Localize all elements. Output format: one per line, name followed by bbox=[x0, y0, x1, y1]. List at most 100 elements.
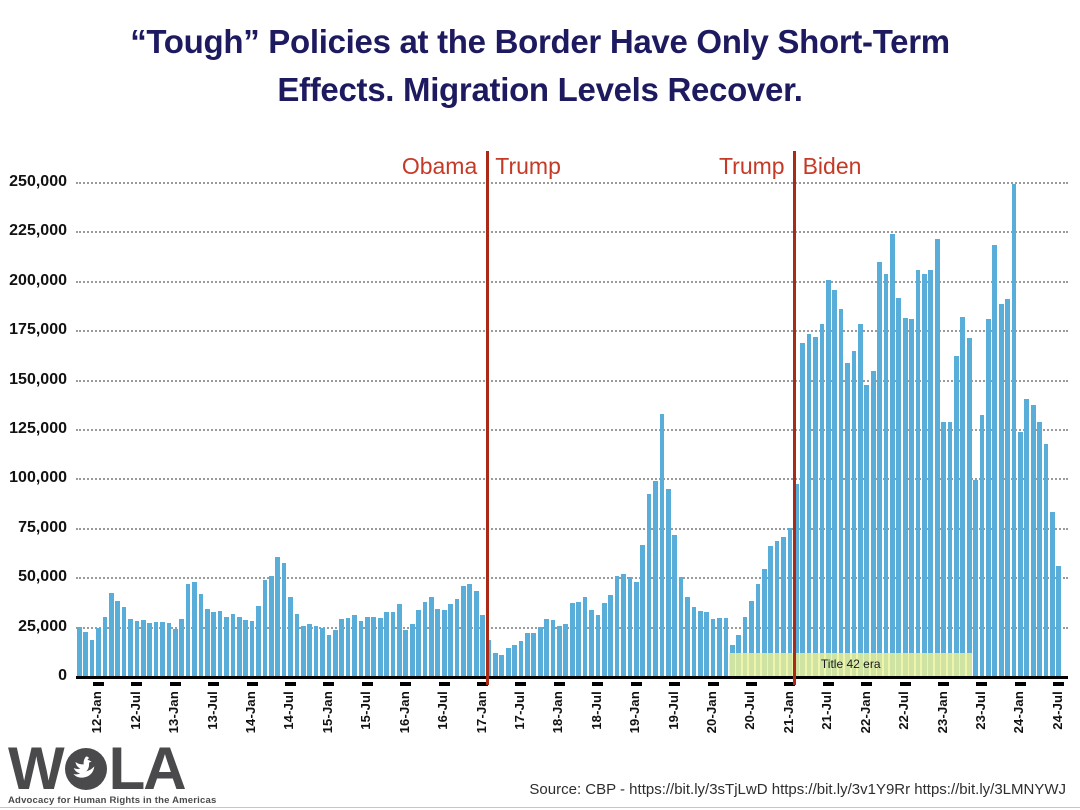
bar bbox=[1005, 299, 1010, 677]
y-axis-tick-label: 50,000 bbox=[18, 568, 67, 586]
logo-tagline: Advocacy for Human Rights in the America… bbox=[8, 795, 217, 806]
bar bbox=[102, 616, 108, 677]
transition-line bbox=[793, 151, 797, 685]
x-axis-tick-label: 22-Jan bbox=[857, 691, 873, 734]
x-axis-tick-label: 24-Jan bbox=[1011, 691, 1027, 734]
bar bbox=[883, 273, 889, 677]
bar bbox=[326, 634, 332, 677]
x-axis-tick bbox=[1014, 682, 1026, 686]
x-axis-tick bbox=[131, 682, 143, 686]
x-axis-tick-label: 14-Jul bbox=[281, 691, 297, 730]
bar bbox=[134, 620, 140, 677]
bar bbox=[198, 594, 204, 677]
bar bbox=[915, 270, 921, 677]
bar bbox=[640, 544, 646, 677]
bar bbox=[896, 297, 902, 677]
bar bbox=[230, 613, 236, 677]
bar bbox=[781, 536, 786, 677]
y-axis-tick-label: 175,000 bbox=[9, 321, 67, 339]
x-axis-tick-label: 18-Jan bbox=[550, 691, 566, 734]
bar bbox=[1030, 405, 1036, 677]
bar bbox=[691, 607, 697, 677]
bar bbox=[345, 617, 351, 677]
transition-label-left: Obama bbox=[401, 153, 478, 179]
x-axis-tick-label: 15-Jan bbox=[319, 691, 335, 734]
bar bbox=[172, 629, 178, 677]
bar bbox=[1018, 431, 1023, 677]
x-axis-tick-label: 14-Jan bbox=[243, 691, 259, 734]
bar bbox=[986, 319, 991, 677]
bar bbox=[633, 582, 639, 677]
gridline bbox=[76, 280, 1068, 283]
bar bbox=[512, 645, 517, 677]
bar bbox=[954, 356, 959, 677]
bar bbox=[96, 628, 101, 677]
bar bbox=[531, 632, 537, 677]
bar bbox=[313, 626, 319, 677]
bar bbox=[608, 594, 613, 677]
bar bbox=[352, 614, 357, 677]
gridline bbox=[76, 182, 1068, 184]
x-axis-tick-label: 23-Jan bbox=[934, 691, 950, 734]
bar bbox=[646, 493, 652, 677]
x-axis-tick bbox=[592, 682, 604, 686]
bar bbox=[480, 614, 485, 677]
bar bbox=[525, 632, 530, 677]
bar bbox=[409, 624, 415, 677]
bar bbox=[397, 603, 402, 677]
bar bbox=[793, 484, 799, 677]
bar bbox=[147, 622, 153, 677]
bar bbox=[179, 619, 185, 677]
wola-logo: W LA Advocacy for Human Rights in the Am… bbox=[8, 735, 238, 807]
x-axis-tick bbox=[438, 682, 450, 686]
y-axis-tick-label: 250,000 bbox=[9, 173, 67, 190]
bar bbox=[160, 621, 165, 677]
bar bbox=[665, 489, 671, 677]
x-axis-tick bbox=[92, 682, 104, 686]
x-axis-tick bbox=[669, 682, 681, 686]
bar bbox=[761, 568, 767, 677]
bar bbox=[723, 617, 729, 677]
bar bbox=[461, 585, 466, 677]
gridline bbox=[76, 330, 1068, 333]
bar bbox=[448, 603, 453, 677]
bar bbox=[249, 621, 255, 677]
bar bbox=[870, 370, 876, 677]
bar bbox=[473, 591, 479, 677]
bar bbox=[659, 414, 665, 677]
logo-letter-w: W bbox=[8, 735, 65, 802]
bar bbox=[83, 632, 88, 677]
bar bbox=[365, 617, 370, 677]
x-axis-tick-label: 18-Jul bbox=[588, 691, 604, 730]
x-axis-tick-label: 12-Jul bbox=[127, 691, 143, 730]
bar bbox=[262, 579, 268, 677]
bar bbox=[979, 414, 985, 677]
x-axis-tick-label: 16-Jul bbox=[435, 691, 451, 730]
y-axis-tick-label: 75,000 bbox=[18, 518, 67, 536]
dove-icon bbox=[64, 748, 107, 790]
bar bbox=[627, 576, 633, 677]
bar bbox=[922, 273, 927, 677]
x-axis-tick bbox=[861, 682, 873, 686]
y-axis-tick-label: 125,000 bbox=[9, 420, 67, 437]
bar bbox=[838, 309, 844, 677]
bar bbox=[320, 627, 325, 677]
bar bbox=[858, 323, 863, 677]
bar bbox=[224, 616, 229, 677]
bar bbox=[467, 583, 473, 677]
bar bbox=[333, 630, 338, 677]
x-axis-tick-label: 17-Jul bbox=[511, 691, 527, 730]
bar bbox=[390, 612, 396, 677]
x-axis-tick-label: 20-Jan bbox=[704, 691, 720, 734]
x-axis-tick bbox=[361, 682, 373, 686]
bar bbox=[128, 618, 133, 677]
bar bbox=[115, 601, 120, 677]
y-axis-tick-label: 25,000 bbox=[18, 617, 67, 635]
bar bbox=[505, 648, 511, 677]
bar bbox=[1024, 399, 1030, 677]
bar bbox=[563, 624, 569, 677]
bar bbox=[621, 574, 626, 677]
x-axis-tick-label: 23-Jul bbox=[972, 691, 988, 730]
bar bbox=[717, 617, 722, 677]
